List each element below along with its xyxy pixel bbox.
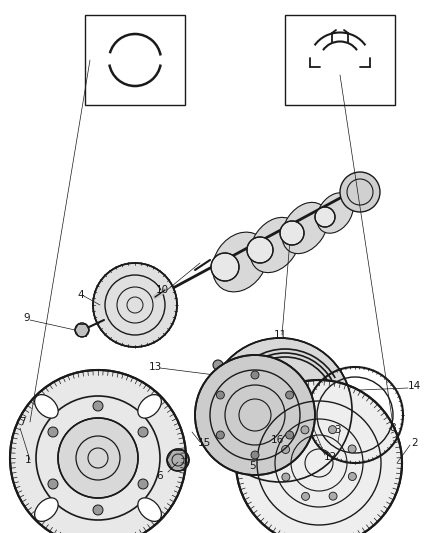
Circle shape [208, 338, 352, 482]
Text: 11: 11 [273, 330, 286, 340]
Circle shape [251, 371, 259, 379]
Circle shape [286, 391, 293, 399]
Circle shape [75, 323, 89, 337]
Circle shape [195, 355, 315, 475]
Text: 12: 12 [323, 452, 337, 462]
Circle shape [301, 492, 310, 500]
Circle shape [211, 253, 239, 281]
Circle shape [93, 401, 103, 411]
Circle shape [280, 221, 304, 245]
Circle shape [340, 172, 380, 212]
Ellipse shape [250, 217, 300, 272]
Bar [285, 15, 395, 105]
Circle shape [282, 473, 290, 481]
Bar [85, 15, 185, 105]
Circle shape [138, 479, 148, 489]
Text: 10: 10 [155, 285, 169, 295]
Text: 9: 9 [24, 313, 30, 323]
Text: 4: 4 [78, 290, 84, 300]
Circle shape [213, 360, 223, 370]
Text: 7: 7 [19, 417, 25, 427]
Circle shape [48, 427, 58, 437]
Ellipse shape [138, 498, 161, 521]
Text: 15: 15 [198, 438, 211, 448]
Ellipse shape [35, 394, 58, 418]
Circle shape [93, 505, 103, 515]
Circle shape [286, 431, 293, 439]
Circle shape [247, 237, 273, 263]
Text: 6: 6 [157, 471, 163, 481]
Circle shape [282, 446, 290, 454]
Text: 16: 16 [270, 435, 284, 445]
Circle shape [48, 479, 58, 489]
Text: 14: 14 [407, 381, 420, 391]
Circle shape [329, 492, 337, 500]
Text: 5: 5 [250, 461, 256, 471]
Text: 2: 2 [412, 438, 418, 448]
Circle shape [93, 263, 177, 347]
Circle shape [315, 207, 335, 227]
Text: 1: 1 [25, 455, 31, 465]
Circle shape [138, 427, 148, 437]
Circle shape [216, 391, 224, 399]
Circle shape [348, 445, 356, 453]
Circle shape [251, 451, 259, 459]
Circle shape [58, 418, 138, 498]
Ellipse shape [35, 498, 58, 521]
Circle shape [301, 426, 309, 434]
Ellipse shape [138, 394, 161, 418]
Ellipse shape [212, 232, 268, 292]
Circle shape [348, 472, 357, 480]
Text: 8: 8 [390, 423, 396, 433]
Ellipse shape [282, 203, 328, 254]
Text: 3: 3 [334, 425, 340, 435]
Circle shape [328, 426, 336, 434]
Circle shape [167, 449, 189, 471]
Circle shape [216, 431, 224, 439]
Circle shape [236, 380, 402, 533]
Circle shape [10, 370, 186, 533]
Text: 13: 13 [148, 362, 162, 372]
Ellipse shape [317, 193, 353, 233]
